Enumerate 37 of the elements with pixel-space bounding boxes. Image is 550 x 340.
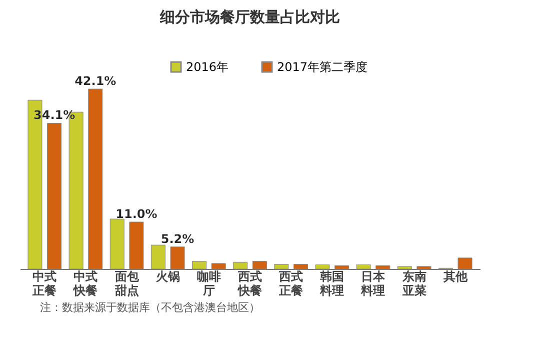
chart-title: 细分市场餐厅数量占比对比	[159, 8, 340, 26]
x-tick-label: 西式正餐	[278, 270, 304, 298]
legend-label: 2016年	[186, 60, 229, 74]
bar	[334, 265, 350, 270]
x-tick-label: 其他	[442, 270, 468, 284]
data-label: 5.2%	[160, 232, 194, 246]
bar	[274, 264, 289, 270]
bar	[110, 218, 124, 270]
bar	[88, 88, 103, 270]
bar	[170, 246, 185, 270]
bar	[293, 264, 308, 270]
x-tick-label: 韩国料理	[319, 270, 344, 298]
x-tick-label: 火锅	[154, 270, 180, 284]
bar	[315, 264, 330, 270]
bar	[397, 266, 412, 270]
data-label: 11.0%	[116, 206, 158, 221]
bar	[150, 244, 166, 270]
bar	[416, 266, 432, 270]
x-tick-label: 日本料理	[360, 270, 386, 298]
bar	[211, 263, 226, 270]
x-tick-label: 面包甜点	[114, 270, 140, 298]
bar	[376, 265, 390, 270]
bar	[192, 261, 207, 270]
x-tick-label: 西式快餐	[237, 270, 262, 298]
bar	[233, 262, 248, 270]
bar	[252, 261, 267, 270]
data-label: 42.1%	[74, 74, 116, 88]
x-tick-label: 中式正餐	[32, 270, 57, 298]
x-tick-label: 咖啡厅	[196, 270, 221, 298]
bar	[129, 222, 144, 270]
text: 注：数据来源于数据库（不包含港澳台地区）	[40, 300, 261, 315]
bar	[47, 122, 62, 270]
bar	[458, 258, 472, 270]
x-tick-label: 东南亚菜	[401, 270, 426, 298]
bar	[356, 264, 371, 270]
x-tick-label: 中式快餐	[72, 270, 98, 298]
legend-label: 2017年第二季度	[277, 60, 368, 74]
